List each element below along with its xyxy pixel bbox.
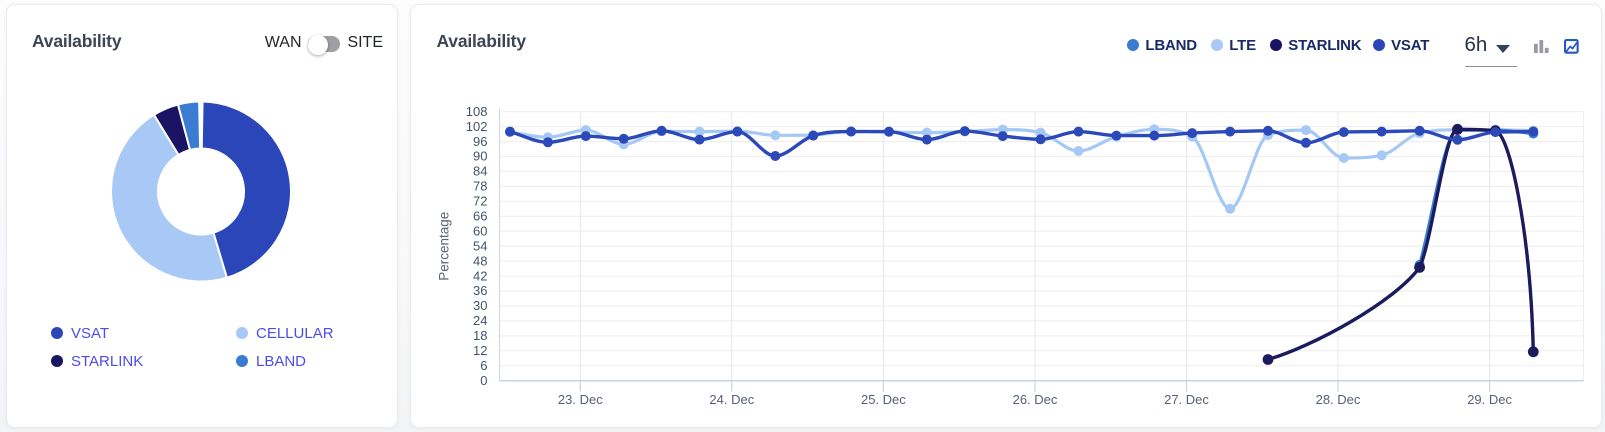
svg-text:36: 36 [473, 283, 487, 298]
svg-text:6: 6 [480, 358, 487, 373]
svg-text:66: 66 [473, 209, 487, 224]
svg-text:96: 96 [473, 134, 487, 149]
svg-text:24. Dec: 24. Dec [709, 392, 754, 407]
svg-text:27. Dec: 27. Dec [1164, 392, 1209, 407]
svg-text:72: 72 [473, 194, 487, 209]
svg-text:102: 102 [465, 119, 487, 134]
svg-text:78: 78 [473, 179, 487, 194]
svg-text:26. Dec: 26. Dec [1012, 392, 1057, 407]
svg-text:24: 24 [473, 313, 487, 328]
svg-text:25. Dec: 25. Dec [860, 392, 905, 407]
svg-text:29. Dec: 29. Dec [1467, 392, 1512, 407]
svg-text:60: 60 [473, 223, 487, 238]
svg-text:23. Dec: 23. Dec [557, 392, 602, 407]
svg-text:48: 48 [473, 253, 487, 268]
svg-text:42: 42 [473, 268, 487, 283]
svg-text:28. Dec: 28. Dec [1315, 392, 1360, 407]
svg-text:90: 90 [473, 149, 487, 164]
svg-text:84: 84 [473, 164, 487, 179]
svg-text:0: 0 [480, 373, 487, 388]
svg-text:108: 108 [465, 104, 487, 119]
svg-text:12: 12 [473, 343, 487, 358]
svg-text:18: 18 [473, 328, 487, 343]
svg-text:30: 30 [473, 298, 487, 313]
svg-text:54: 54 [473, 238, 487, 253]
svg-text:Percentage: Percentage [436, 212, 451, 281]
